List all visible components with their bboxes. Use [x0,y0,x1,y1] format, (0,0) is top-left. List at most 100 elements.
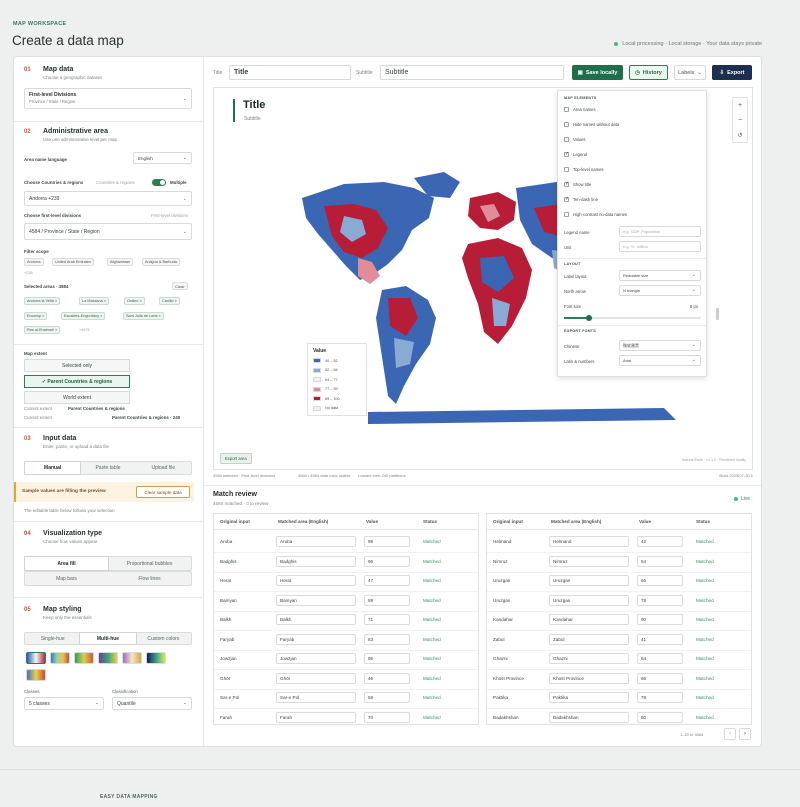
clear-sample-button[interactable]: Clear sample data [136,486,190,498]
checkbox[interactable] [564,167,569,172]
value-input[interactable]: 71 [364,614,410,625]
export-area-button[interactable]: Export area [220,453,252,464]
classes-select[interactable]: 5 classes ⌄ [24,697,104,710]
reset-view-button[interactable]: ↺ [737,133,743,139]
extent-parent[interactable]: ✓ Parent Countries & regions [24,375,130,388]
matched-area-input[interactable]: Badghis [276,555,356,567]
matched-area-input[interactable]: Khost Province [549,672,629,684]
matched-area-input[interactable]: Ghazni [549,653,629,664]
element-option[interactable]: Legend [564,151,587,157]
value-input[interactable]: 41 [637,633,683,645]
map-canvas[interactable]: Title Subtitle [213,87,753,470]
element-option[interactable]: High-contrast no-data names [564,212,627,217]
checkbox[interactable] [564,107,569,112]
tab-upload[interactable]: Upload file [151,465,176,471]
tab-multi-hue[interactable]: Multi-hue [80,633,136,644]
palette-spectral[interactable] [50,652,70,664]
checkbox[interactable] [564,212,569,217]
history-button[interactable]: ◷ History [629,65,668,80]
viz-bubbles[interactable]: Proportional bubbles [126,560,173,567]
value-input[interactable]: 54 [637,653,683,664]
value-input[interactable]: 83 [364,633,410,645]
unit-input[interactable]: e.g. %, million [619,241,701,252]
element-option[interactable]: Show title [564,181,591,187]
dataset-select[interactable]: First-level Divisions Province / State /… [24,88,192,109]
checkbox[interactable] [564,181,569,187]
matched-area-input[interactable]: Balkh [276,614,356,625]
chinese-font-select[interactable]: 微软雅黑 ⌄ [619,340,701,351]
filter-chip[interactable]: Afghanistan [107,258,134,266]
palette-rdylgn[interactable] [74,652,94,664]
value-input[interactable]: 50 [637,711,683,723]
value-input[interactable]: 96 [364,555,410,567]
north-arrow-select[interactable]: N triangle ⌄ [619,285,701,296]
title-input[interactable]: Title [229,65,351,80]
element-option[interactable]: Ten-dash line [564,196,598,202]
matched-area-input[interactable]: Ghōr [276,672,356,684]
matched-area-input[interactable]: Farah [276,711,356,723]
element-option[interactable]: Values [564,137,586,142]
matched-area-input[interactable]: Faryab [276,633,356,645]
matched-area-input[interactable]: Sar-e Pol [276,692,356,703]
checkbox[interactable] [564,122,569,127]
value-input[interactable]: 66 [637,575,683,586]
tab-custom[interactable]: Custom colors [147,635,180,642]
value-input[interactable]: 99 [364,536,410,547]
latin-font-select[interactable]: Arial ⌄ [619,355,701,366]
matched-area-input[interactable]: Jowzjan [276,653,356,664]
viz-map-bars[interactable]: Map bars [56,575,77,582]
matched-area-input[interactable]: Kandahar [549,614,629,625]
palette-deep[interactable] [146,652,166,664]
countries-select[interactable]: Andorra +239 ⌄ [24,191,192,206]
classification-select[interactable]: Quantile ⌄ [112,697,192,710]
element-option[interactable]: Hide names without data [564,122,619,127]
value-input[interactable]: 46 [364,672,410,684]
tab-manual[interactable]: Manual [25,462,81,474]
value-input[interactable]: 58 [364,692,410,703]
matched-area-input[interactable]: Zabul [549,633,629,645]
lang-select[interactable]: English ⌄ [133,152,192,164]
divisions-select[interactable]: 4584 / Province / State / Region ⌄ [24,223,192,240]
save-button[interactable]: ▣ Save locally [572,65,623,80]
value-input[interactable]: 42 [637,536,683,547]
palette-purple-orange[interactable] [122,652,142,664]
matched-area-input[interactable]: Helmand [549,536,629,547]
viz-flow-lines[interactable]: Flow lines [138,575,161,582]
filter-chip[interactable]: Andorra [24,258,44,266]
clear-button[interactable]: Clear [172,282,188,290]
matched-area-input[interactable]: Herat [276,575,356,586]
zoom-out-button[interactable]: − [737,117,743,124]
labels-button[interactable]: Labels ⌄ [674,65,706,80]
palette-blue-red[interactable] [26,652,46,664]
matched-area-input[interactable]: Uruzgan [549,594,629,606]
panel-scrollbar[interactable] [716,308,719,320]
matched-area-input[interactable]: Paktika [549,692,629,703]
extent-world[interactable]: World extent [24,391,130,404]
value-input[interactable]: 66 [637,672,683,684]
legend-name-input[interactable]: e.g. GDP, Population [619,226,701,237]
label-layout-select[interactable]: Readable size ⌄ [619,270,701,281]
element-option[interactable]: Area names [564,107,596,112]
matched-area-input[interactable]: Aruba [276,536,356,547]
matched-area-input[interactable]: Badakhshan [549,711,629,723]
filter-chip[interactable]: United Arab Emirates [52,258,94,266]
extent-selected-only[interactable]: Selected only [24,359,130,372]
font-size-slider[interactable] [564,315,701,321]
value-input[interactable]: 90 [637,614,683,625]
matched-area-input[interactable]: Uruzgan [549,575,629,586]
value-input[interactable]: 78 [637,692,683,703]
filter-chip[interactable]: Antigua & Barbuda [142,258,180,266]
prev-page-button[interactable]: ‹ [724,728,736,740]
slider-handle[interactable] [585,315,592,321]
element-option[interactable]: Top-level names [564,167,604,172]
zoom-in-button[interactable]: + [737,102,743,109]
value-input[interactable]: 54 [637,555,683,567]
tab-paste[interactable]: Paste table [95,465,121,471]
tab-single-hue[interactable]: Single-hue [40,635,65,642]
value-input[interactable]: 95 [364,653,410,664]
palette-warm[interactable] [26,669,46,681]
value-input[interactable]: 78 [637,594,683,606]
checkbox[interactable] [564,196,569,202]
value-input[interactable]: 59 [364,594,410,606]
checkbox[interactable] [564,137,569,142]
